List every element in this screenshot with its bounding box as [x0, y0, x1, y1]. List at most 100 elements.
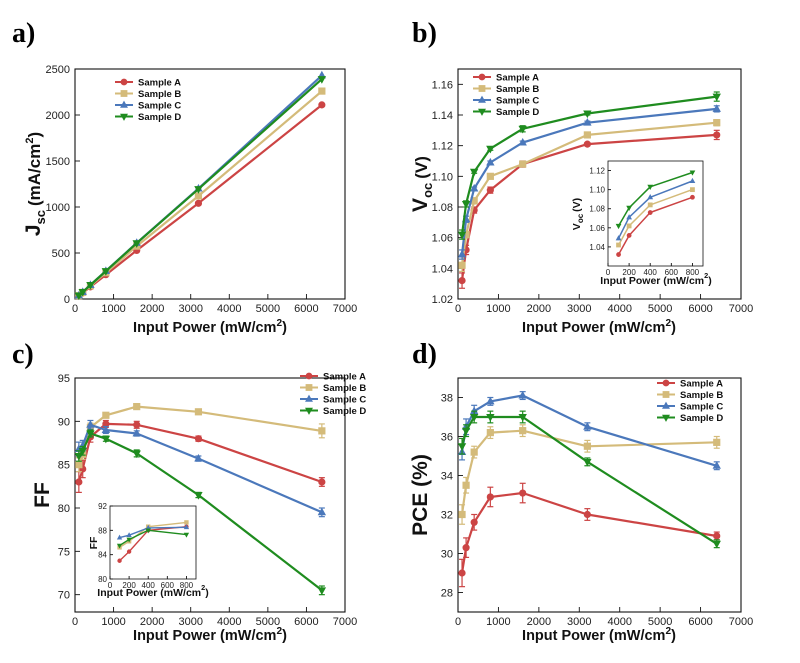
- x-tick-label: 4000: [607, 303, 631, 315]
- legend-item-sample-a: Sample A: [473, 73, 539, 84]
- data-point-sample-b: [102, 411, 110, 419]
- data-point-sample-c: [712, 104, 721, 112]
- series-line-sample-d: [78, 432, 323, 592]
- panel-c: c)0 1000 2000 3000 4000 5000 6000 7000707580859…: [12, 339, 366, 644]
- data-point-sample-a: [318, 101, 326, 109]
- series-line-sample-a: [460, 491, 717, 574]
- y-tick-label: 32: [441, 510, 453, 522]
- y-tick-label: 1.12: [589, 167, 605, 176]
- x-tick-label: 600: [665, 268, 679, 277]
- data-point-sample-c: [486, 157, 495, 166]
- y-tick-label: 90: [58, 416, 70, 428]
- series-sample-d: [74, 429, 327, 596]
- data-point-sample-d: [145, 528, 151, 534]
- legend-item-sample-c: Sample C: [473, 96, 539, 107]
- x-tick-label: 6000: [294, 616, 318, 628]
- series-sample-d: [116, 528, 190, 549]
- x-tick-label: 0: [72, 303, 78, 315]
- x-tick-label: 800: [180, 581, 194, 590]
- series-line-sample-c: [119, 526, 187, 539]
- y-tick-label: 1.14: [432, 110, 453, 122]
- series-sample-d: [457, 410, 721, 549]
- series-line-sample-a: [617, 196, 693, 255]
- y-tick-label: 88: [98, 526, 107, 535]
- y-tick-label: 92: [98, 502, 107, 511]
- x-axis-title: Input Power (mW/cm2): [522, 626, 676, 644]
- x-tick-label: 5000: [648, 616, 672, 628]
- data-point-sample-d: [518, 414, 527, 422]
- data-point-sample-d: [469, 414, 479, 422]
- panel-d: d) 0 1000 2000 3000 4000 5000 6000 7000 28 30 32 34 3…: [409, 339, 753, 644]
- x-tick-label: 400: [644, 268, 658, 277]
- x-tick-label: 1000: [101, 616, 125, 628]
- legend-marker: [305, 384, 313, 391]
- data-point-sample-a: [458, 276, 466, 285]
- legend-marker: [305, 407, 313, 415]
- legend-item-sample-d: Sample D: [657, 413, 723, 424]
- legend-marker: [478, 108, 486, 116]
- data-point-sample-a: [583, 140, 591, 148]
- data-point-sample-d: [518, 125, 527, 134]
- legend-label: Sample B: [138, 89, 181, 100]
- y-tick-label: 80: [58, 503, 70, 515]
- x-axis-title: Input Power (mW/cm2): [133, 626, 287, 644]
- panel-label: a): [12, 18, 35, 49]
- y-tick-label: 1.12: [432, 141, 453, 153]
- x-tick-label: 5000: [648, 303, 672, 315]
- data-point-sample-b: [318, 427, 326, 435]
- legend-marker: [478, 85, 486, 92]
- axes-frame: [74, 377, 346, 613]
- axes-frame: [457, 377, 742, 613]
- x-tick-label: 4000: [217, 616, 241, 628]
- data-point-sample-c: [116, 534, 123, 540]
- y-axis-title: Jsc(mA/cm2): [22, 132, 48, 236]
- legend-item-sample-d: Sample D: [300, 406, 366, 417]
- inset-chart: 0 200 400 600 800 1.04 1.06 1.08 1.10 1.12 Input P…: [571, 160, 712, 287]
- x-tick-label: 3000: [178, 303, 202, 315]
- data-point-sample-d: [626, 205, 632, 212]
- x-tick-label: 200: [622, 268, 636, 277]
- data-point-sample-b: [690, 187, 695, 193]
- data-point-sample-b: [583, 131, 591, 139]
- data-point-sample-a: [458, 569, 466, 577]
- panel-label: b): [412, 18, 437, 49]
- series-sample-c: [615, 177, 696, 241]
- data-point-sample-c: [86, 420, 95, 428]
- legend-item-sample-d: Sample D: [473, 107, 539, 118]
- x-tick-label: 400: [142, 581, 156, 590]
- panel-b: b)0 1000 2000 3000 4000 5000 6000 70001.021.041…: [409, 18, 753, 336]
- legend-marker: [478, 95, 486, 103]
- data-point-sample-c: [132, 428, 141, 437]
- data-point-sample-d: [183, 532, 190, 538]
- data-point-sample-b: [647, 202, 653, 208]
- data-point-sample-d: [78, 447, 87, 456]
- data-point-sample-d: [689, 170, 696, 176]
- x-tick-label: 6000: [294, 303, 318, 315]
- x-tick-label: 800: [686, 268, 700, 277]
- y-tick-label: 28: [441, 588, 453, 600]
- data-point-sample-b: [133, 402, 141, 411]
- y-tick-label: 85: [58, 460, 70, 472]
- legend-item-sample-b: Sample B: [657, 390, 723, 401]
- y-tick-label: 2000: [46, 110, 70, 122]
- data-point-sample-d: [457, 443, 467, 451]
- data-point-sample-b: [519, 427, 527, 435]
- x-tick-label: 1000: [101, 303, 125, 315]
- data-point-sample-c: [615, 235, 622, 241]
- series-line-sample-b: [617, 188, 693, 246]
- data-point-sample-d: [101, 268, 111, 276]
- legend-marker: [305, 394, 313, 402]
- data-point-sample-a: [117, 558, 122, 563]
- data-point-sample-c: [647, 194, 654, 200]
- legend-label: Sample A: [496, 73, 539, 84]
- series-sample-a: [458, 482, 721, 588]
- x-axis-title: Input Power (mW/cm2): [133, 318, 287, 336]
- data-point-sample-d: [194, 186, 203, 194]
- series-line-sample-d: [119, 529, 187, 547]
- y-axis-title: FF: [31, 482, 54, 508]
- data-point-sample-a: [126, 549, 132, 554]
- data-point-sample-a: [583, 510, 591, 519]
- y-tick-label: 0: [64, 294, 70, 306]
